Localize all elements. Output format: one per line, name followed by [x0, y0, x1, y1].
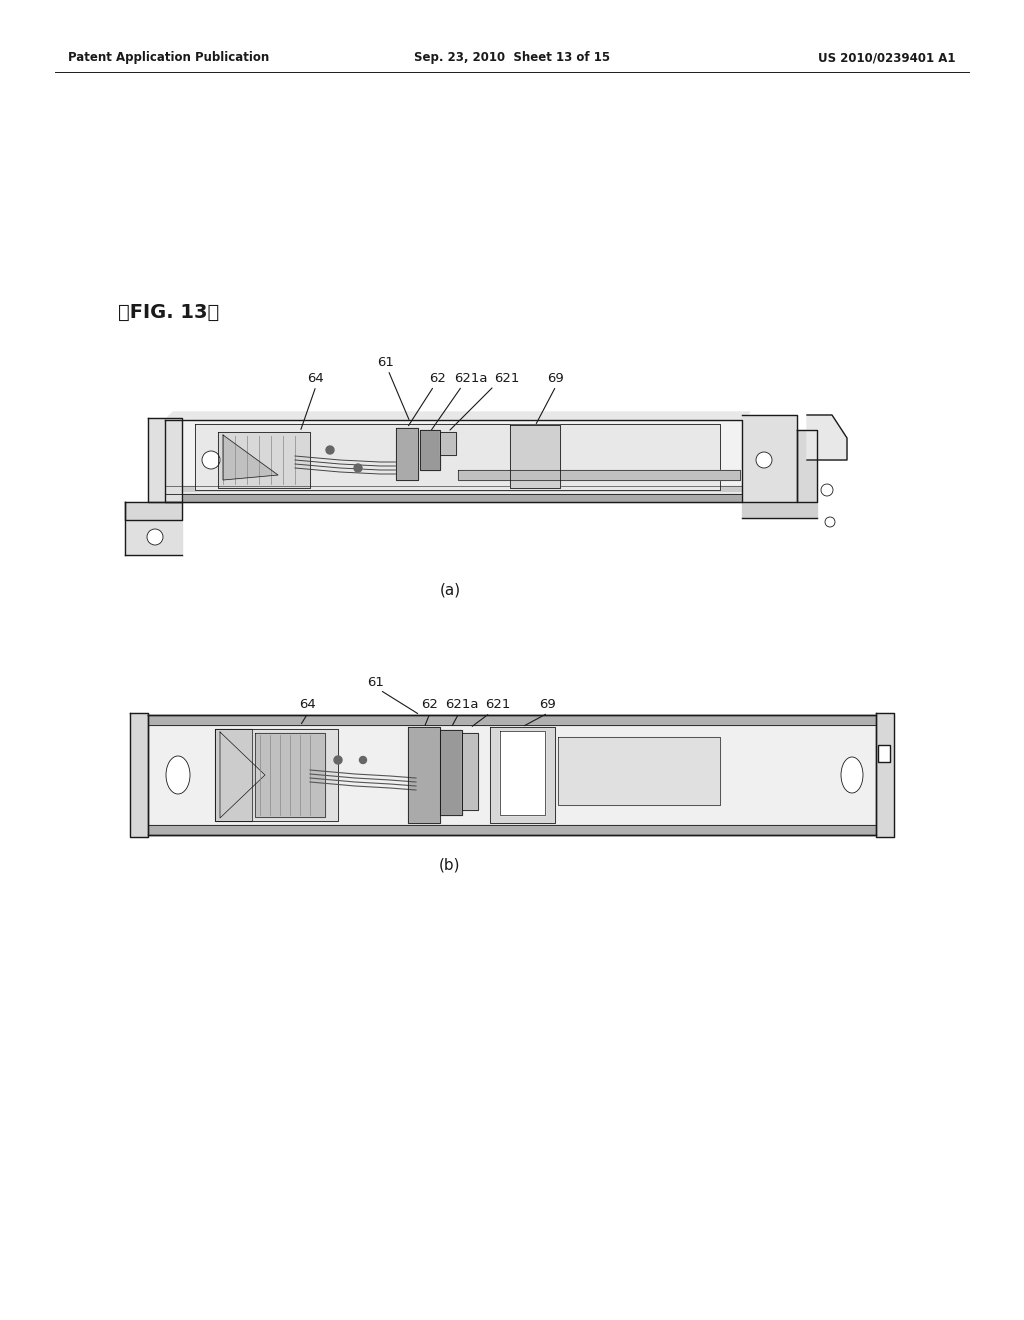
Text: 61: 61: [378, 355, 394, 368]
Circle shape: [821, 484, 833, 496]
Polygon shape: [462, 733, 478, 810]
Polygon shape: [408, 727, 440, 822]
Polygon shape: [165, 494, 742, 502]
Polygon shape: [490, 727, 555, 822]
Text: 62: 62: [429, 371, 446, 384]
Polygon shape: [807, 414, 847, 459]
Text: 69: 69: [548, 371, 564, 384]
Circle shape: [202, 451, 220, 469]
Text: Sep. 23, 2010  Sheet 13 of 15: Sep. 23, 2010 Sheet 13 of 15: [414, 51, 610, 65]
Polygon shape: [458, 470, 740, 480]
Text: 64: 64: [300, 698, 316, 711]
Polygon shape: [125, 502, 182, 520]
Circle shape: [334, 756, 342, 764]
Text: 621a: 621a: [455, 371, 487, 384]
Text: 【FIG. 13】: 【FIG. 13】: [118, 302, 219, 322]
Ellipse shape: [166, 756, 190, 795]
Polygon shape: [220, 733, 265, 818]
Polygon shape: [195, 424, 720, 490]
Polygon shape: [215, 729, 252, 821]
Text: (b): (b): [439, 858, 461, 873]
Polygon shape: [510, 425, 560, 488]
Circle shape: [326, 446, 334, 454]
Text: 621: 621: [485, 698, 511, 711]
Text: 69: 69: [540, 698, 556, 711]
Polygon shape: [440, 432, 456, 455]
Circle shape: [359, 756, 367, 763]
Text: Patent Application Publication: Patent Application Publication: [68, 51, 269, 65]
Text: US 2010/0239401 A1: US 2010/0239401 A1: [818, 51, 956, 65]
Text: 61: 61: [368, 676, 384, 689]
Text: (a): (a): [439, 582, 461, 598]
Polygon shape: [130, 713, 148, 837]
Polygon shape: [223, 436, 278, 480]
Text: 64: 64: [307, 371, 325, 384]
Text: 621a: 621a: [445, 698, 479, 711]
Polygon shape: [215, 729, 338, 821]
Polygon shape: [420, 430, 440, 470]
Polygon shape: [125, 520, 182, 554]
Ellipse shape: [841, 756, 863, 793]
Polygon shape: [440, 730, 462, 814]
Polygon shape: [148, 715, 876, 725]
Polygon shape: [148, 418, 182, 502]
Polygon shape: [500, 731, 545, 814]
Circle shape: [756, 451, 772, 469]
Polygon shape: [165, 486, 742, 491]
Polygon shape: [797, 430, 817, 502]
Text: 621: 621: [495, 371, 520, 384]
Polygon shape: [148, 725, 876, 825]
Text: 62: 62: [422, 698, 438, 711]
Polygon shape: [742, 414, 797, 502]
Circle shape: [825, 517, 835, 527]
Polygon shape: [218, 432, 310, 488]
Circle shape: [147, 529, 163, 545]
Polygon shape: [558, 737, 720, 805]
Polygon shape: [255, 733, 325, 817]
Circle shape: [354, 465, 362, 473]
Polygon shape: [742, 502, 817, 517]
Polygon shape: [396, 428, 418, 480]
Polygon shape: [165, 412, 750, 420]
Polygon shape: [876, 713, 894, 837]
Polygon shape: [148, 825, 876, 836]
Polygon shape: [878, 744, 890, 762]
Polygon shape: [165, 420, 742, 502]
